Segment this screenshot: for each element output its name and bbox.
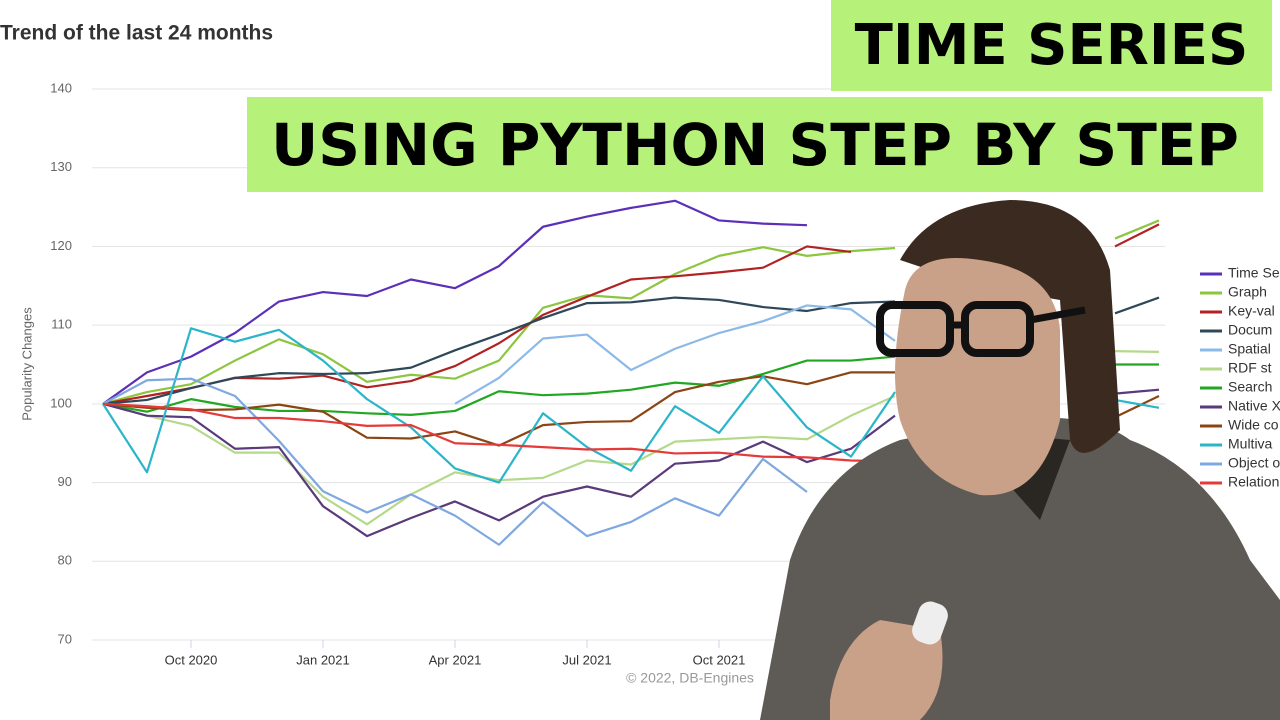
y-tick-label: 130 bbox=[50, 159, 72, 174]
y-tick-label: 70 bbox=[58, 631, 72, 646]
series-line bbox=[102, 350, 1160, 526]
series-line bbox=[102, 219, 1160, 405]
legend-label: Search bbox=[1228, 379, 1272, 395]
x-tick-label: Oct 2021 bbox=[693, 652, 746, 667]
glasses-frame bbox=[950, 306, 1086, 329]
x-tick-label: Apr 2021 bbox=[429, 652, 482, 667]
legend-label: Object o bbox=[1228, 455, 1280, 471]
legend-label: Time Se bbox=[1228, 265, 1280, 281]
face bbox=[895, 258, 1060, 496]
series-line bbox=[102, 402, 896, 463]
credit: © 2022, DB-Engines bbox=[626, 670, 754, 686]
y-tick-label: 140 bbox=[50, 80, 72, 95]
legend-label: Docum bbox=[1228, 322, 1272, 338]
series-line bbox=[102, 388, 1160, 538]
legend-label: Graph bbox=[1228, 284, 1267, 300]
x-tick-label: Oct 2020 bbox=[165, 652, 218, 667]
legend-label: RDF st bbox=[1228, 360, 1272, 376]
series-line bbox=[102, 327, 1160, 484]
x-tick-label: Jul 2021 bbox=[562, 652, 611, 667]
banner-line-2: USING PYTHON STEP BY STEP bbox=[247, 97, 1263, 192]
y-tick-label: 90 bbox=[58, 474, 72, 489]
legend-label: Spatial bbox=[1228, 341, 1271, 357]
legend-label: Wide co bbox=[1228, 417, 1279, 433]
y-tick-label: 100 bbox=[50, 395, 72, 410]
series-line bbox=[102, 296, 1160, 405]
x-tick-label: Jan 2021 bbox=[296, 652, 350, 667]
y-axis-label: Popularity Changes bbox=[19, 307, 34, 421]
glasses bbox=[876, 301, 954, 357]
legend-label: Key-val bbox=[1228, 303, 1275, 319]
banner-line-1: TIME SERIES bbox=[831, 0, 1272, 91]
marker bbox=[912, 601, 948, 645]
y-tick-label: 110 bbox=[51, 317, 72, 332]
series-line bbox=[102, 355, 1159, 416]
legend-label: Multiva bbox=[1228, 436, 1273, 452]
chart-title: Trend of the last 24 months bbox=[0, 22, 273, 45]
y-tick-label: 120 bbox=[50, 238, 72, 253]
legend-label: Native X bbox=[1228, 398, 1280, 414]
series-line bbox=[102, 199, 808, 405]
hand bbox=[830, 620, 943, 720]
y-tick-label: 80 bbox=[58, 553, 72, 568]
legend-label: Relation bbox=[1228, 474, 1279, 490]
glasses bbox=[961, 301, 1034, 357]
